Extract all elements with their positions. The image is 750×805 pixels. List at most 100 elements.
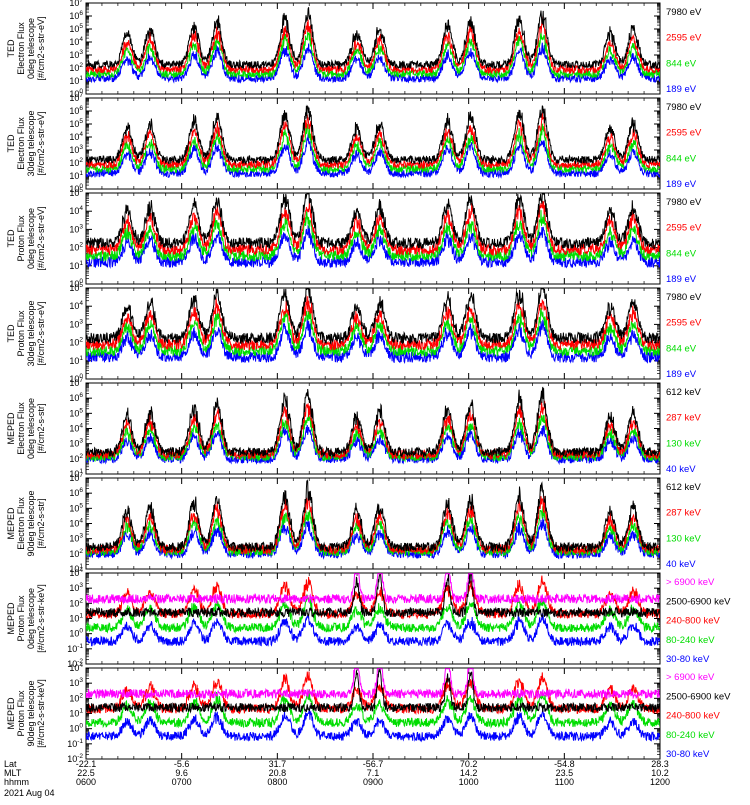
legend-entry: 287 keV xyxy=(666,413,702,424)
legend-entry: 7980 eV xyxy=(666,102,702,113)
legend-entry: 844 eV xyxy=(666,153,697,164)
y-axis-label-line: MEPED xyxy=(6,412,16,445)
data-traces xyxy=(86,288,660,365)
y-axis-label-line: Electron Flux xyxy=(16,402,26,455)
legend-entry: 30-80 keV xyxy=(666,749,710,760)
x-tick-hhmm: 1200 xyxy=(650,777,670,787)
panel-7: 10-2 10-1 100 101 102 103 104 MEPED Proton Flux 0… xyxy=(6,567,731,669)
y-tick-label: 100 xyxy=(69,278,83,289)
series-trace xyxy=(86,294,660,352)
y-axis-label-line: TED xyxy=(6,134,16,153)
y-tick-label: 10-1 xyxy=(67,643,83,654)
x-tick-mlt: 7.1 xyxy=(367,768,380,778)
panel-8: 10-2 10-1 100 101 102 103 104 MEPED Proton Flux 9… xyxy=(6,662,731,764)
x-tick-hhmm: 1100 xyxy=(555,777,574,787)
legend-entry: 30-80 keV xyxy=(666,654,710,665)
panel-1: 100 101 102 103 104 105 106 107 TED Electron Flux… xyxy=(6,0,702,99)
y-tick-label: 106 xyxy=(69,10,83,21)
legend-entry: 2500-6900 keV xyxy=(666,596,731,607)
y-tick-label: 100 xyxy=(69,373,83,384)
y-tick-label: 103 xyxy=(69,533,83,544)
legend-entry: 189 eV xyxy=(666,369,697,380)
y-tick-label: 104 xyxy=(69,300,83,311)
legend-entry: 40 keV xyxy=(666,464,696,475)
x-tick-mlt: 14.2 xyxy=(460,768,478,778)
y-axis-label-line: [#/cm2-s-str-eV] xyxy=(36,16,46,80)
y-tick-label: 104 xyxy=(69,131,83,142)
data-traces xyxy=(86,104,660,179)
y-axis-label-line: TED xyxy=(6,39,16,58)
x-tick-lat: 28.3 xyxy=(651,759,669,769)
legend-entry: 40 keV xyxy=(666,559,696,570)
series-trace xyxy=(86,668,660,701)
y-tick-label: 107 xyxy=(69,0,83,8)
legend-entry: 612 keV xyxy=(666,482,702,493)
legend-entry: 80-240 keV xyxy=(666,730,715,741)
series-trace xyxy=(86,288,660,345)
y-axis-label-line: 0deg telescope xyxy=(26,398,36,459)
x-tick-mlt: 20.8 xyxy=(269,768,287,778)
x-tick-hhmm: 1000 xyxy=(459,777,479,787)
y-tick-label: 106 xyxy=(69,487,83,498)
y-tick-label: 105 xyxy=(69,282,83,293)
y-axis-label-line: 0deg telescope xyxy=(26,18,36,79)
data-traces xyxy=(86,668,660,743)
legend-entry: > 6900 keV xyxy=(666,672,715,683)
panel-2: 100 101 102 103 104 105 106 107 TED Electron Flux… xyxy=(6,92,702,194)
y-axis-label-line: 90deg telescope xyxy=(26,490,36,556)
y-tick-label: 100 xyxy=(69,723,83,734)
y-axis-label-line: [#/cm2-s-str-eV] xyxy=(36,206,46,270)
y-axis-label-line: 0deg telescope xyxy=(26,588,36,649)
x-tick-mlt: 10.2 xyxy=(651,768,669,778)
panel-4: 100 101 102 103 104 105 TED Proton Flux 30deg te… xyxy=(6,282,702,384)
y-tick-label: 105 xyxy=(69,502,83,513)
legend-entry: 130 keV xyxy=(666,438,702,449)
y-tick-label: 106 xyxy=(69,392,83,403)
y-tick-label: 102 xyxy=(69,453,83,464)
y-axis-label-line: 90deg telescope xyxy=(26,680,36,746)
y-axis-label-line: Electron Flux xyxy=(16,117,26,170)
series-trace xyxy=(86,689,660,729)
data-traces xyxy=(86,386,660,466)
y-tick-label: 10-1 xyxy=(67,738,83,749)
series-trace xyxy=(86,7,660,70)
legend-entry: 2595 eV xyxy=(666,318,702,329)
x-tick-mlt: 9.6 xyxy=(175,768,188,778)
legend-entry: 130 keV xyxy=(666,533,702,544)
series-trace xyxy=(86,708,660,743)
y-tick-label: 106 xyxy=(69,105,83,116)
y-tick-label: 104 xyxy=(69,662,83,673)
y-tick-label: 103 xyxy=(69,677,83,688)
y-tick-label: 101 xyxy=(69,613,83,624)
y-axis-label-line: MEPED xyxy=(6,602,16,635)
series-trace xyxy=(86,613,660,647)
legend-entry: 844 eV xyxy=(666,58,697,69)
y-tick-label: 104 xyxy=(69,205,83,216)
panel-5: 101 102 103 104 105 106 107 MEPED Electron Flux 0… xyxy=(6,377,702,479)
x-row-label: hhmm xyxy=(4,777,29,787)
series-trace xyxy=(86,594,660,634)
series-trace xyxy=(86,573,660,619)
y-tick-label: 105 xyxy=(69,407,83,418)
y-tick-label: 103 xyxy=(69,223,83,234)
y-tick-label: 105 xyxy=(69,23,83,34)
y-tick-label: 102 xyxy=(69,548,83,559)
series-trace xyxy=(86,123,660,175)
y-tick-label: 102 xyxy=(69,692,83,703)
legend-entry: 240-800 keV xyxy=(666,616,721,627)
y-tick-label: 107 xyxy=(69,92,83,103)
x-tick-mlt: 23.5 xyxy=(556,768,574,778)
y-tick-label: 101 xyxy=(69,260,83,271)
y-tick-label: 105 xyxy=(69,118,83,129)
x-row-label: MLT xyxy=(4,768,22,778)
y-tick-label: 100 xyxy=(69,628,83,639)
series-trace xyxy=(86,479,660,553)
y-tick-label: 105 xyxy=(69,187,83,198)
legend-entry: 844 eV xyxy=(666,343,697,354)
legend-entry: 7980 eV xyxy=(666,197,702,208)
legend-entry: 2595 eV xyxy=(666,128,702,139)
legend-entry: 7980 eV xyxy=(666,7,702,18)
y-tick-label: 102 xyxy=(69,242,83,253)
y-axis-label-line: [#/cm2-s-str-keV] xyxy=(36,679,46,748)
